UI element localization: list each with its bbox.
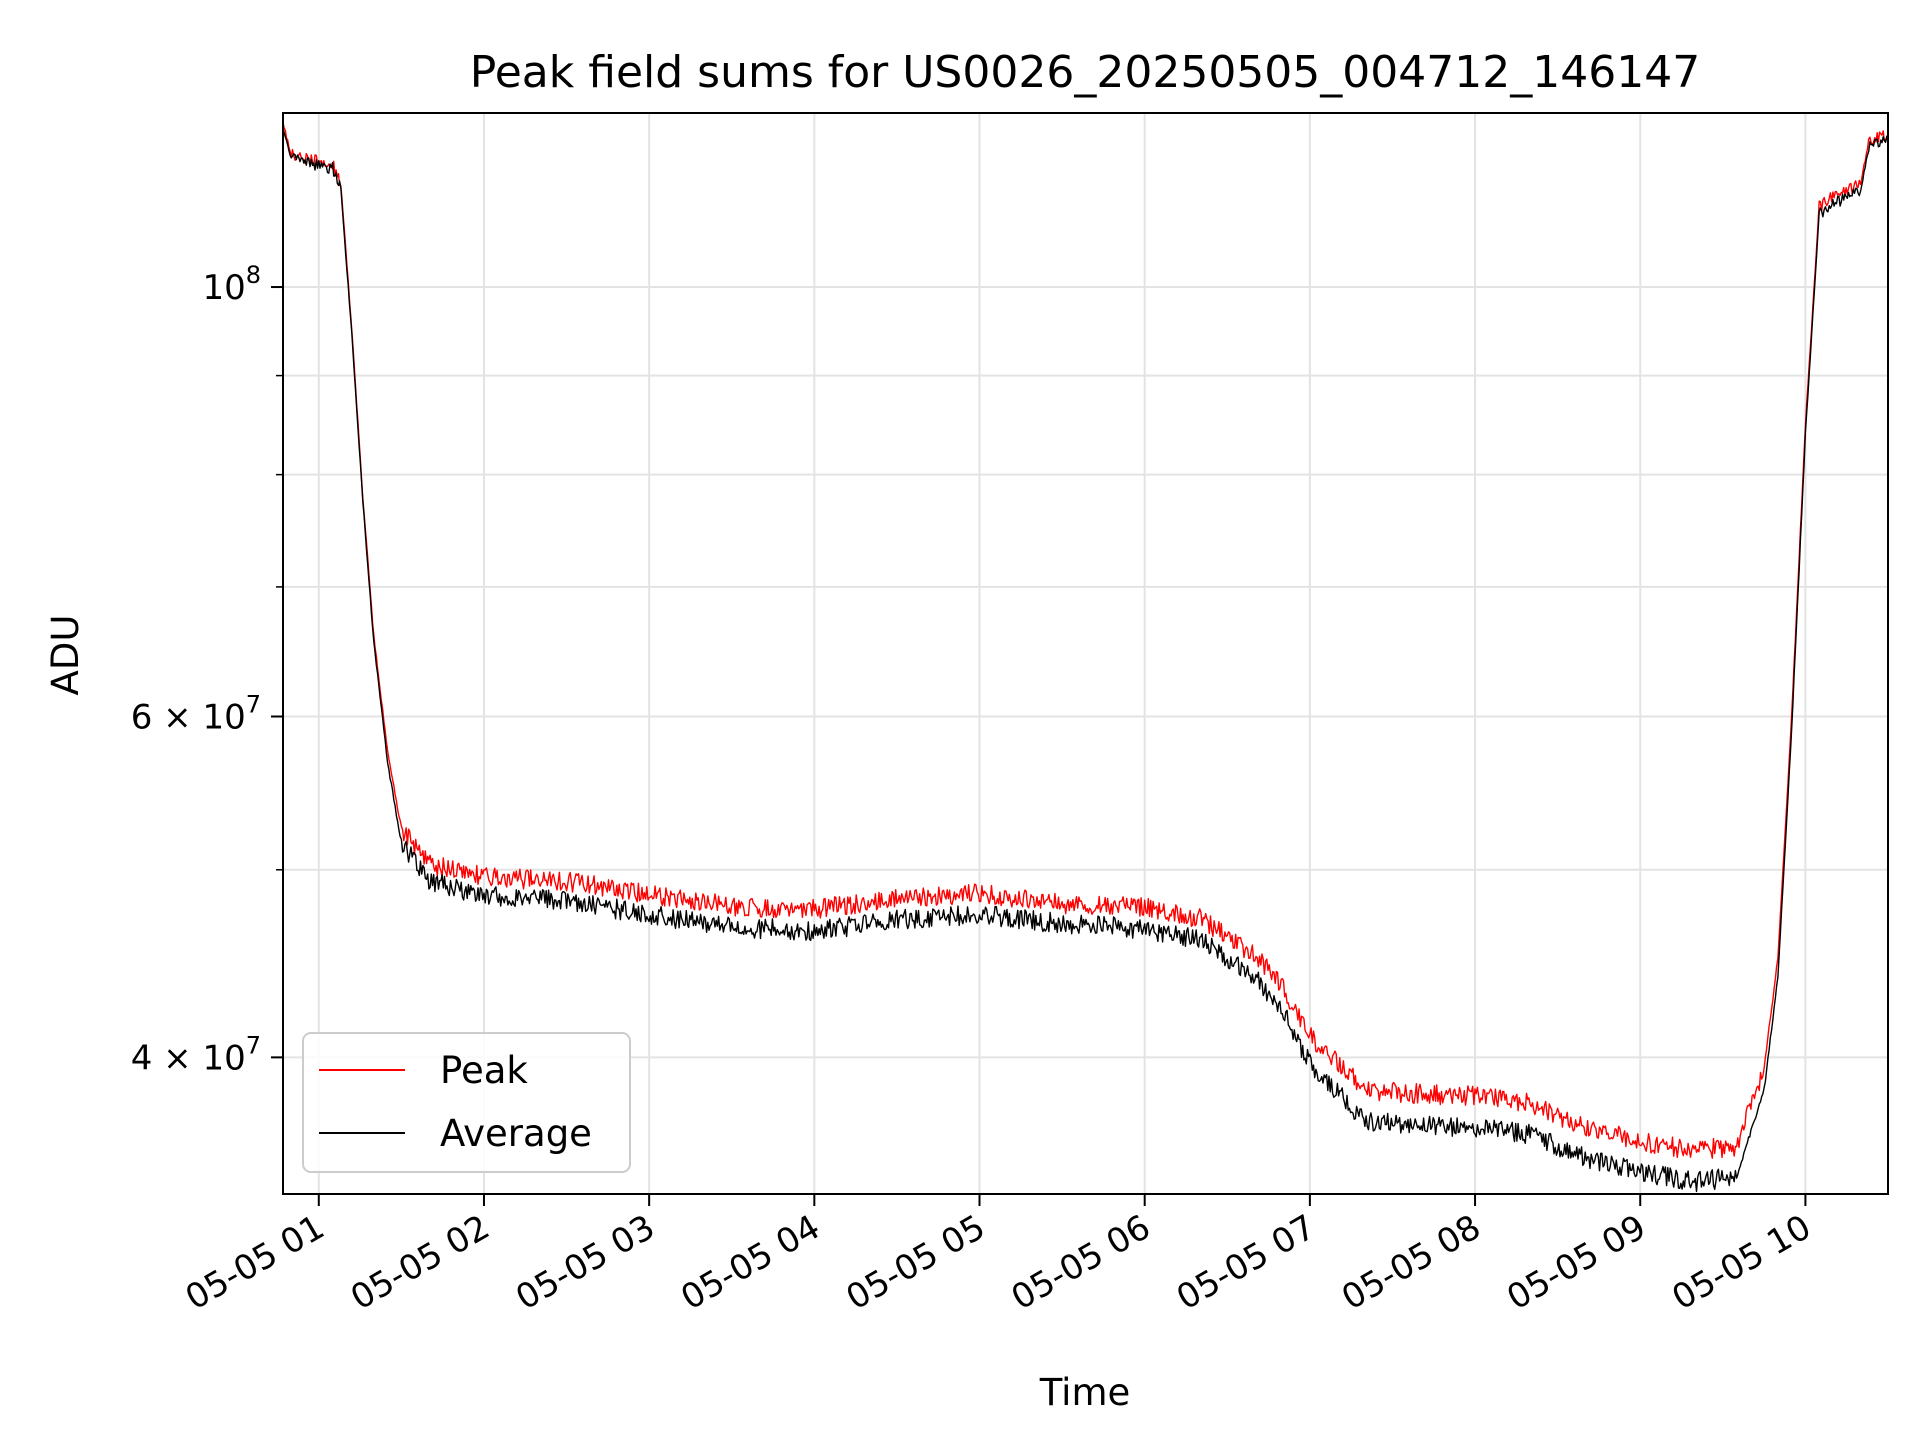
legend-box: [302, 1032, 631, 1173]
plot-frame: [282, 112, 1889, 1195]
series-layer: [283, 122, 1888, 1193]
legend-label-peak: Peak: [440, 1049, 528, 1092]
grid: [283, 113, 1888, 1194]
y-axis-label: ADU: [44, 615, 87, 696]
x-axis-label: Time: [1039, 1371, 1131, 1414]
y-tick-label: 4 × 107: [131, 1031, 261, 1078]
y-tick-label: 6 × 107: [131, 690, 261, 737]
y-tick-label: 108: [202, 261, 261, 308]
chart-title: Peak field sums for US0026_20250505_0047…: [470, 47, 1700, 98]
series-line-peak: [283, 122, 1888, 1159]
legend: Peak Average: [302, 1032, 631, 1173]
legend-label-average: Average: [440, 1112, 592, 1155]
series-line-average: [283, 128, 1888, 1193]
